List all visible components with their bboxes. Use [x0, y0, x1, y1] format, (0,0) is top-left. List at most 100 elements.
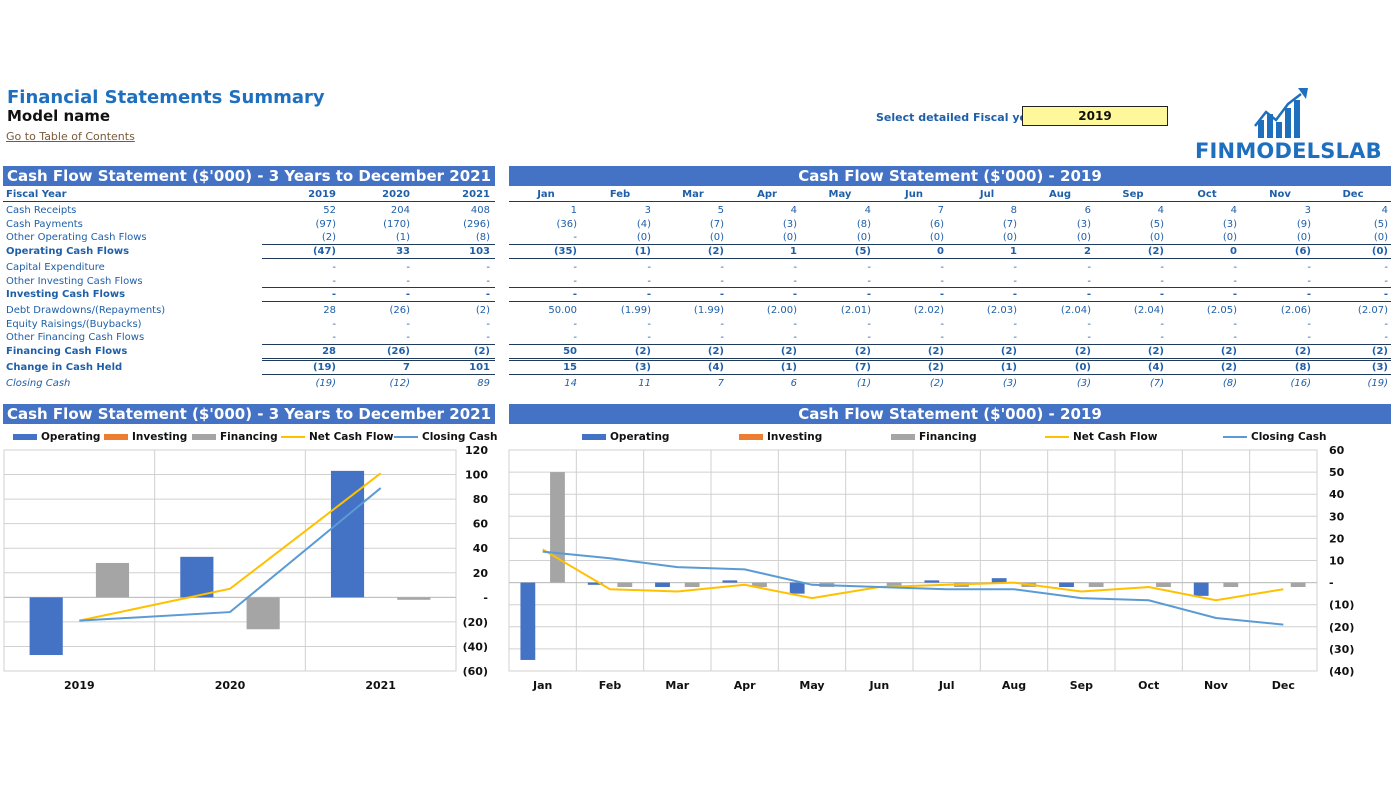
bar-operating [180, 556, 214, 598]
table-cell: 4 [1230, 205, 1237, 216]
table-cell: (6) [1294, 246, 1311, 257]
x-tick-label: Oct [1138, 679, 1159, 692]
table-cell: 4 [1381, 205, 1388, 216]
table-cell: (8) [475, 232, 490, 243]
table-cell: - [573, 332, 577, 343]
total-rule [509, 358, 1391, 361]
total-rule [262, 374, 495, 375]
table-cell: - [1160, 262, 1164, 273]
legend-item-investing: Investing [104, 431, 187, 443]
table-cell: (2) [1220, 362, 1237, 373]
table-cell: (2) [1147, 246, 1164, 257]
left-table-banner: Cash Flow Statement ($'000) - 3 Years to… [3, 166, 495, 186]
right-chart-banner: Cash Flow Statement ($'000) - 2019 [509, 404, 1391, 424]
month-column-header: Sep [1122, 189, 1144, 200]
bar-financing [617, 582, 633, 588]
table-cell: (7) [1149, 378, 1164, 389]
table-of-contents-link[interactable]: Go to Table of Contents [6, 130, 135, 143]
legend-label: Closing Cash [1251, 431, 1327, 443]
table-cell: 7 [937, 205, 944, 216]
y-tick-label: (10) [1329, 599, 1354, 612]
table-cell: 3 [1304, 205, 1311, 216]
table-cell: - [719, 289, 724, 300]
table-cell: - [1013, 332, 1017, 343]
right-table-banner: Cash Flow Statement ($'000) - 2019 [509, 166, 1391, 186]
table-cell: - [1086, 289, 1091, 300]
x-tick-label: Jun [868, 679, 889, 692]
table-cell: (170) [383, 219, 410, 230]
table-cell: (35) [553, 246, 577, 257]
table-cell: - [1233, 319, 1237, 330]
table-cell: (2) [1371, 346, 1388, 357]
table-cell: - [486, 332, 490, 343]
table-cell: (97) [315, 219, 336, 230]
legend-label: Investing [132, 431, 188, 443]
table-cell: - [331, 289, 336, 300]
y-tick-label: 80 [473, 493, 489, 506]
row-label: Change in Cash Held [6, 362, 123, 373]
fiscal-year-label: Select detailed Fiscal year: [876, 111, 1045, 124]
table-cell: (2) [475, 305, 490, 316]
table-cell: - [486, 276, 490, 287]
table-cell: (1) [395, 232, 410, 243]
month-column-header: Nov [1269, 189, 1291, 200]
fiscal-year-select[interactable]: 2019 [1022, 106, 1168, 126]
table-cell: (2.03) [986, 305, 1017, 316]
table-cell: - [405, 289, 410, 300]
table-cell: - [1013, 319, 1017, 330]
bar-operating [991, 578, 1007, 583]
table-cell: - [572, 289, 577, 300]
table-cell: (3) [782, 219, 797, 230]
table-cell: - [647, 332, 651, 343]
legend-swatch [13, 434, 37, 440]
table-cell: (3) [1002, 378, 1017, 389]
y-tick-label: 40 [473, 542, 489, 555]
table-cell: 7 [717, 378, 724, 389]
table-cell: 3 [644, 205, 651, 216]
table-cell: - [867, 319, 871, 330]
y-tick-label: 120 [465, 445, 488, 457]
table-cell: (5) [1149, 219, 1164, 230]
table-cell: - [866, 289, 871, 300]
table-cell: (296) [463, 219, 490, 230]
table-cell: (7) [709, 219, 724, 230]
table-cell: - [573, 232, 577, 243]
table-cell: (19) [315, 378, 336, 389]
year-column-header: 2019 [308, 189, 336, 200]
monthly-cash-flow-chart: (40) (30) (20) (10) - 10 20 30 40 50 60 Jan Feb Mar Ap… [508, 445, 1354, 692]
table-cell: - [1307, 262, 1311, 273]
table-cell: 50.00 [548, 305, 577, 316]
table-cell: (2.07) [1357, 305, 1388, 316]
y-tick-label: 60 [473, 518, 489, 531]
table-cell: - [1307, 332, 1311, 343]
table-cell: 50 [563, 346, 577, 357]
subtotal-rule [509, 244, 1391, 245]
table-cell: 204 [390, 205, 410, 216]
legend-swatch [582, 434, 606, 440]
x-tick-label: Aug [1002, 679, 1026, 692]
y-tick-label: (40) [1329, 665, 1354, 678]
table-cell: - [1233, 276, 1237, 287]
table-cell: - [720, 262, 724, 273]
table-cell: 0 [1230, 246, 1237, 257]
subtotal-rule [509, 344, 1391, 345]
subtotal-rule [262, 287, 495, 288]
table-cell: (3) [634, 362, 651, 373]
y-tick-label: (60) [463, 665, 488, 678]
legend-item-financing: Financing [192, 431, 278, 443]
row-label: Equity Raisings/(Buybacks) [6, 319, 142, 330]
table-cell: - [940, 276, 944, 287]
table-cell: (36) [556, 219, 577, 230]
y-tick-label: 20 [473, 567, 489, 580]
bar-financing [752, 582, 767, 588]
bar-financing [1290, 582, 1306, 588]
month-column-header: Mar [682, 189, 704, 200]
table-header-rule [3, 201, 495, 202]
row-label: Cash Payments [6, 219, 83, 230]
table-cell: - [867, 332, 871, 343]
subtotal-rule [262, 301, 495, 302]
x-tick-label: Jul [938, 679, 955, 692]
y-tick-label: 50 [1329, 466, 1345, 479]
bar-financing [397, 597, 431, 600]
table-cell: (7) [1002, 219, 1017, 230]
